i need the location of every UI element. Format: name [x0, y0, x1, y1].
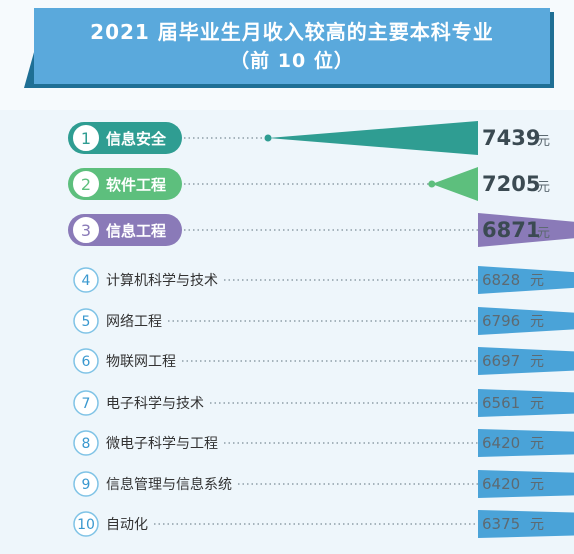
value-label: 7205	[482, 172, 540, 196]
rank-circle	[73, 511, 99, 537]
chart-title: 2021 届毕业生月收入较高的主要本科专业	[90, 20, 494, 44]
category-label: 网络工程	[106, 314, 162, 330]
rank-number: 9	[82, 477, 91, 493]
unit-label: 元	[530, 396, 544, 412]
value-label: 6561	[482, 394, 520, 412]
value-label: 6796	[482, 312, 520, 330]
value-label: 6375	[482, 515, 520, 533]
rank-circle	[73, 308, 99, 334]
unit-label: 元	[530, 354, 544, 370]
rank-circle	[73, 348, 99, 374]
chart-row-10: 10 自动化 6375 元	[73, 510, 574, 538]
value-label: 6420	[482, 475, 520, 493]
value-bar	[268, 121, 478, 155]
header-background: 2021 届毕业生月收入较高的主要本科专业 （前 10 位）	[0, 0, 574, 110]
value-bar	[478, 470, 574, 498]
category-label: 物联网工程	[106, 354, 176, 370]
rank-circle	[71, 169, 101, 199]
unit-label: 元	[530, 436, 544, 452]
value-bar	[478, 307, 574, 335]
chart-row-8: 8 微电子科学与工程 6420 元	[73, 429, 574, 457]
unit-label: 元	[530, 517, 544, 533]
value-bar	[478, 213, 574, 247]
rank-number: 2	[81, 175, 91, 194]
rank-circle	[71, 123, 101, 153]
chart-row-9: 9 信息管理与信息系统 6420 元	[73, 470, 574, 498]
category-label: 微电子科学与工程	[106, 436, 218, 452]
rank-number: 7	[82, 396, 91, 412]
rank-number: 8	[82, 436, 91, 452]
value-label: 7439	[482, 126, 540, 150]
category-label: 电子科学与技术	[106, 396, 204, 412]
category-label: 信息安全	[106, 130, 167, 148]
rank-number: 10	[77, 517, 95, 533]
value-label: 6420	[482, 434, 520, 452]
header-banner: 2021 届毕业生月收入较高的主要本科专业 （前 10 位）	[34, 8, 550, 84]
value-bar	[478, 347, 574, 375]
unit-label: 元	[530, 314, 544, 330]
chart-row-5: 5 网络工程 6796 元	[73, 307, 574, 335]
value-label: 6871	[482, 218, 540, 242]
unit-label: 元	[537, 226, 550, 241]
rank-number: 3	[81, 221, 91, 240]
unit-label: 元	[537, 134, 550, 149]
value-bar	[478, 389, 574, 417]
rank-number: 1	[81, 129, 91, 148]
rank-number: 5	[82, 314, 91, 330]
rank-circle	[71, 215, 101, 245]
rank-circle	[73, 471, 99, 497]
category-label: 信息管理与信息系统	[106, 476, 232, 493]
chart-row-7: 7 电子科学与技术 6561 元	[73, 389, 574, 417]
category-label: 计算机科学与技术	[106, 273, 218, 289]
unit-label: 元	[530, 477, 544, 493]
category-label: 信息工程	[106, 222, 166, 240]
unit-label: 元	[537, 180, 550, 195]
value-label: 6697	[482, 352, 520, 370]
chart-row-4: 4 计算机科学与技术 6828 元	[73, 266, 574, 294]
rank-number: 4	[82, 273, 91, 289]
category-label: 软件工程	[106, 176, 166, 194]
value-label: 6828	[482, 271, 520, 289]
rank-circle	[73, 430, 99, 456]
value-bar	[431, 167, 478, 201]
chart-row-6: 6 物联网工程 6697 元	[73, 347, 574, 375]
rank-circle	[73, 390, 99, 416]
category-label: 自动化	[106, 517, 148, 533]
rank-number: 6	[82, 354, 91, 370]
chart-subtitle: （前 10 位）	[230, 50, 354, 72]
value-bar	[478, 429, 574, 457]
value-bar	[478, 510, 574, 538]
rank-circle	[73, 267, 99, 293]
value-bar	[478, 266, 574, 294]
unit-label: 元	[530, 273, 544, 289]
